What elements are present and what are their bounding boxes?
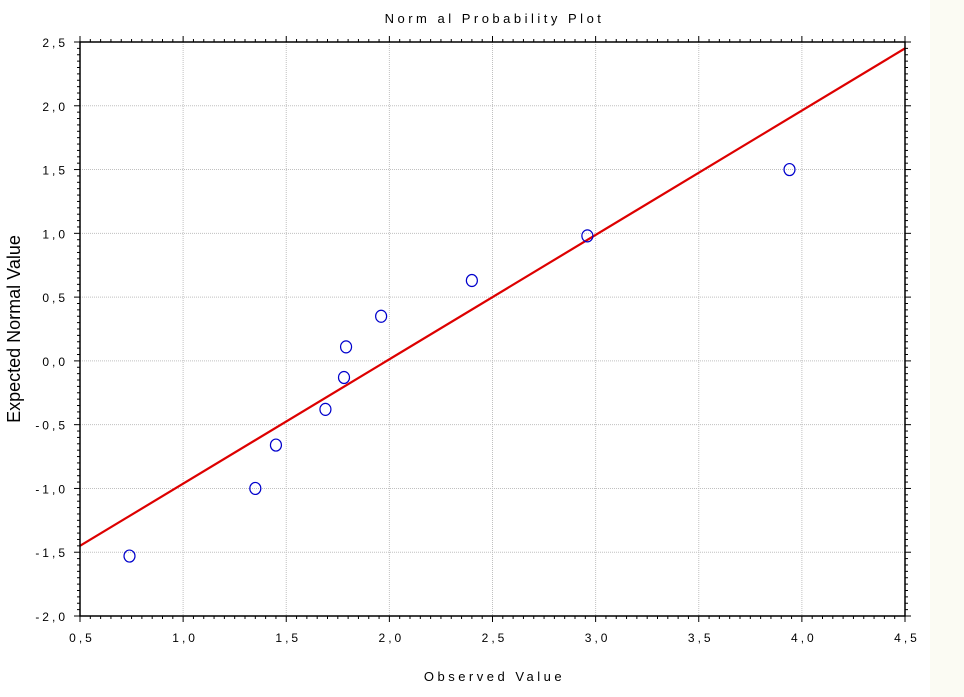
y-tick-label: 0,0 — [42, 355, 68, 369]
data-point — [269, 438, 283, 452]
y-tick-label: -1,5 — [35, 546, 68, 560]
x-tick-label: 0,5 — [69, 631, 95, 645]
chart-title: Norm al Probability Plot — [385, 11, 605, 26]
data-point — [123, 549, 136, 563]
x-tick-label: 2,0 — [379, 631, 405, 645]
x-tick-label: 1,0 — [172, 631, 198, 645]
data-point — [465, 273, 478, 288]
data-point — [339, 340, 353, 354]
y-tick-label: 2,5 — [42, 36, 68, 50]
y-tick-label: 2,0 — [42, 100, 68, 114]
data-point — [337, 370, 351, 385]
x-tick-label: 4,5 — [894, 631, 920, 645]
y-tick-labels: -2,0 -1,5 -1,0 -0,5 0,0 0,5 1,0 1,5 2,0 2,5 — [35, 36, 68, 624]
data-point — [581, 229, 594, 243]
data-point — [783, 162, 796, 177]
x-tick-label: 3,0 — [585, 631, 611, 645]
chart-background — [0, 0, 930, 697]
y-tick-label: -0,5 — [35, 419, 68, 433]
y-tick-label: -2,0 — [35, 610, 68, 624]
x-tick-label: 3,5 — [688, 631, 714, 645]
y-tick-label: 0,5 — [42, 291, 68, 305]
y-tick-label: 1,0 — [42, 227, 68, 241]
x-tick-label: 1,5 — [275, 631, 301, 645]
ticks-layer — [74, 36, 911, 622]
points-layer — [123, 162, 796, 563]
y-tick-label: -1,0 — [35, 482, 68, 496]
x-tick-label: 2,5 — [482, 631, 508, 645]
chart-right-margin — [930, 0, 964, 697]
x-axis-label: Observed Value — [424, 669, 565, 684]
y-tick-label: 1,5 — [42, 164, 68, 178]
data-point — [319, 402, 332, 416]
x-tick-labels: 0,5 1,0 1,5 2,0 2,5 3,0 3,5 4,0 4,5 — [69, 631, 920, 645]
fit-line — [79, 47, 906, 547]
grid-layer — [80, 42, 905, 616]
data-point — [249, 481, 262, 496]
y-axis-label: Expected Normal Value — [4, 235, 24, 423]
data-point — [375, 309, 388, 323]
fit-line-layer — [79, 47, 906, 547]
x-tick-label: 4,0 — [791, 631, 817, 645]
